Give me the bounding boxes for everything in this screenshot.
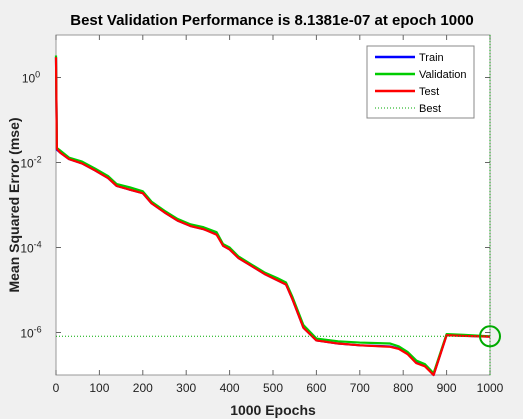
x-tick-label: 500	[263, 381, 283, 395]
legend-label: Test	[419, 86, 439, 98]
x-axis-label: 1000 Epochs	[230, 402, 316, 418]
x-tick-label: 400	[220, 381, 240, 395]
x-tick-label: 200	[133, 381, 153, 395]
legend-box	[366, 45, 475, 119]
series-layer	[54, 35, 501, 377]
series-line-validation	[54, 55, 491, 375]
y-axis-label: Mean Squared Error (mse)	[6, 117, 22, 292]
y-tick-exponent: -6	[34, 325, 42, 335]
best-point-marker	[479, 325, 501, 348]
legend-label: Best	[419, 103, 441, 115]
x-tick-label: 700	[350, 381, 370, 395]
ticks-layer: 0 100 200 300 400 500 600 700 800 900 100010010-21…	[20, 35, 504, 395]
x-tick-label: 0	[53, 381, 60, 395]
x-tick-label: 600	[306, 381, 326, 395]
x-tick-label: 800	[393, 381, 413, 395]
y-tick-exponent: 0	[35, 70, 40, 80]
legend-label: Train	[419, 52, 444, 64]
y-tick-exponent: -4	[34, 240, 42, 250]
series-line-test	[54, 57, 491, 377]
x-tick-label: 300	[176, 381, 196, 395]
legend-label: Validation	[419, 69, 467, 81]
x-tick-label: 100	[89, 381, 109, 395]
legend: Train Validation Test Best	[366, 45, 475, 119]
x-tick-label: 1000	[477, 381, 504, 395]
y-tick-exponent: -2	[34, 155, 42, 165]
x-tick-label: 900	[437, 381, 457, 395]
chart-title: Best Validation Performance is 8.1381e-0…	[70, 12, 474, 29]
